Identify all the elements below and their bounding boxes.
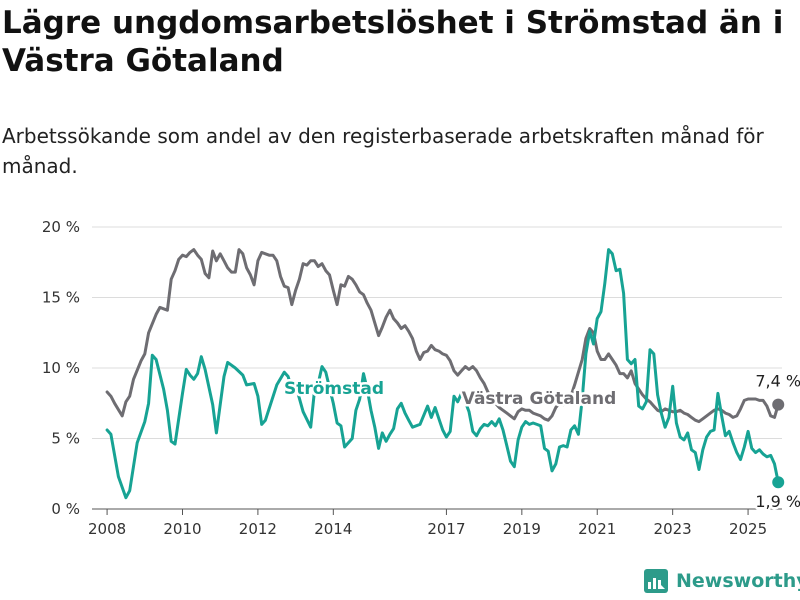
y-tick-label: 20 %	[42, 218, 80, 236]
newsworthy-logo-icon	[644, 569, 668, 593]
newsworthy-brand: Newsworthy	[644, 569, 800, 593]
x-tick-label: 2017	[427, 520, 465, 538]
x-tick-label: 2010	[163, 520, 201, 538]
end-point-vastra-gotaland	[772, 398, 785, 411]
y-tick-label: 0 %	[51, 500, 80, 518]
y-tick-label: 5 %	[51, 430, 80, 448]
series-label-stromstad: Strömstad	[284, 379, 384, 399]
x-tick-label: 2025	[729, 520, 767, 538]
series-label-vastra-gotaland: Västra Götaland	[462, 389, 617, 409]
series-line-stromstad	[105, 248, 780, 500]
series-line-vastra-gotaland	[105, 248, 780, 424]
grid-lines	[92, 226, 782, 510]
x-tick-label: 2023	[654, 520, 692, 538]
axes: 0 % 5 % 10 % 15 % 20 % 2008 2010 2012 2014 2017 20…	[42, 218, 767, 538]
end-point-stromstad	[772, 476, 785, 489]
labels: Strömstad Västra Götaland 7,4 % 1,9 %	[281, 369, 800, 514]
y-tick-label: 10 %	[42, 359, 80, 377]
series-lines	[105, 248, 785, 500]
y-tick-label: 15 %	[42, 289, 80, 307]
x-tick-label: 2021	[578, 520, 616, 538]
chart-title: Lägre ungdomsarbetslöshet i Strömstad än…	[2, 5, 784, 79]
chart-subtitle: Arbetssökande som andel av den registerb…	[2, 124, 764, 178]
x-tick-label: 2008	[88, 520, 126, 538]
x-tick-label: 2019	[503, 520, 541, 538]
x-tick-label: 2012	[239, 520, 277, 538]
x-tick-label: 2014	[314, 520, 352, 538]
end-label-stromstad: 1,9 %	[755, 492, 800, 511]
end-label-vastra-gotaland: 7,4 %	[755, 372, 800, 391]
brand-name: Newsworthy	[676, 570, 800, 592]
